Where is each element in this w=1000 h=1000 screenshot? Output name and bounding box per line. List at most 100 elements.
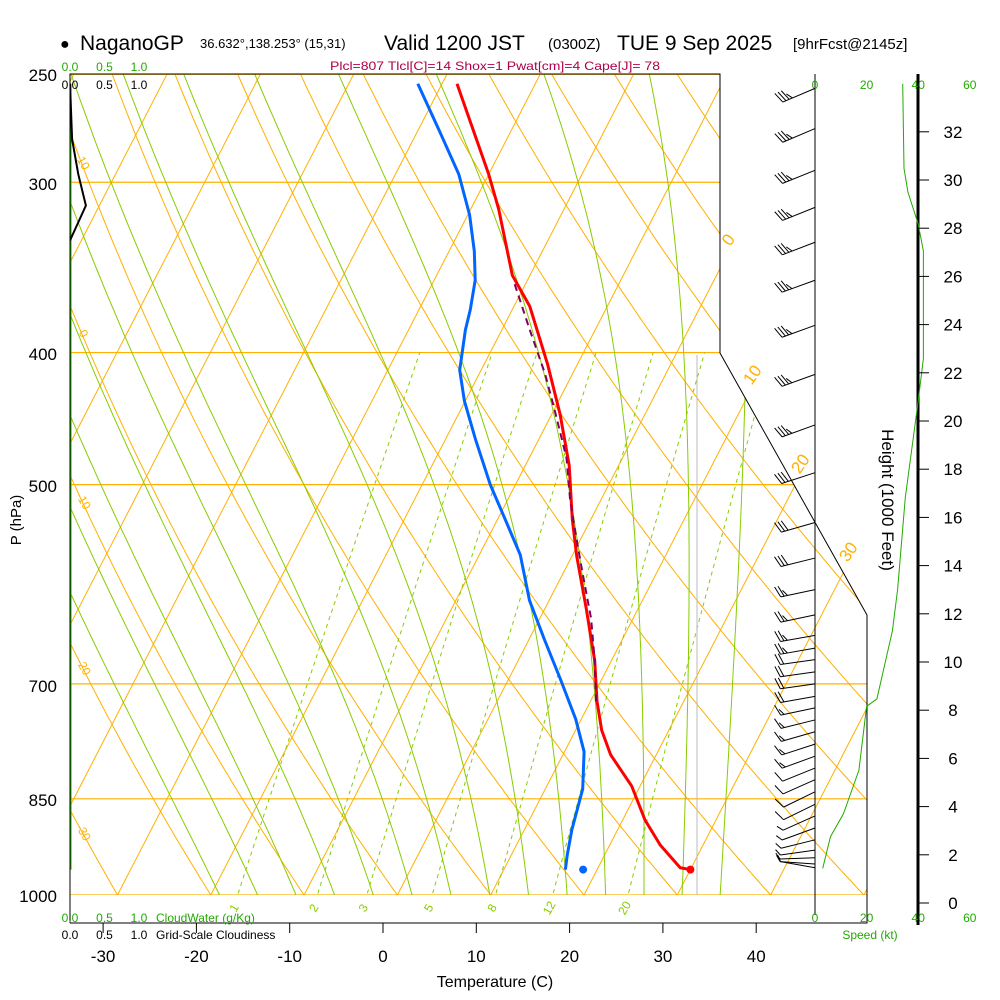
wind-barb-staff <box>783 791 816 808</box>
wind-barb-feather <box>780 208 790 219</box>
wind-barb-feather <box>778 722 785 728</box>
cloudwater-tick-bottom: 1.0 <box>131 911 148 925</box>
wind-barb <box>774 755 816 769</box>
height-axis-title: Height (1000 Feet) <box>878 429 897 571</box>
mixing-ratio-label: 8 <box>484 901 500 914</box>
wind-barb <box>775 852 816 860</box>
wind-barb-feather <box>777 472 786 483</box>
dry-adiabat <box>972 50 1000 924</box>
height-tick-label: 32 <box>944 123 963 142</box>
moist-adiabat <box>327 74 570 895</box>
mixing-ratio-label: 3 <box>356 901 372 914</box>
cloudiness-tick-bottom: 0.5 <box>96 928 113 942</box>
wind-barb-staff <box>782 169 816 184</box>
wind-barb-feather <box>785 283 793 290</box>
wind-barb-feather <box>778 735 786 741</box>
wind-barb-feather <box>774 798 784 808</box>
dry-adiabat <box>164 74 703 895</box>
wind-barb-staff <box>781 731 816 742</box>
dry-adiabat <box>102 74 608 895</box>
wind-barb <box>774 643 816 655</box>
dry-adiabat <box>847 74 867 895</box>
moist-adiabat <box>425 74 607 895</box>
wind-barb-staff <box>781 324 816 338</box>
mixing-ratio-line <box>357 352 538 895</box>
wind-barb-feather <box>777 665 785 677</box>
wind-barb-staff <box>782 87 816 103</box>
temperature-tick-label: 10 <box>467 947 486 966</box>
wind-barb-feather <box>778 709 785 715</box>
x-axis-title: Temperature (C) <box>437 974 553 991</box>
wind-barb-feather <box>780 554 789 566</box>
moist-adiabat <box>70 74 272 895</box>
dry-adiabat <box>599 74 867 895</box>
wind-barb <box>774 691 816 703</box>
mixing-ratio-line <box>544 352 706 895</box>
wind-barb-feather <box>777 643 785 654</box>
wind-barb-feather <box>780 471 789 482</box>
dry-adiabat-label: -20 <box>73 656 94 678</box>
isotherm <box>755 74 867 895</box>
wind-barb-feather <box>786 174 793 180</box>
pressure-tick-label: 500 <box>29 477 57 496</box>
temperature-tick-label: -10 <box>277 947 302 966</box>
background-grid <box>70 50 1000 924</box>
wind-barb <box>774 87 816 103</box>
height-tick-label: 10 <box>944 653 963 672</box>
dry-adiabat <box>70 74 514 895</box>
wind-barbs <box>774 87 816 869</box>
moist-adiabat <box>70 74 309 895</box>
pressure-tick-label: 250 <box>29 66 57 85</box>
cloudwater-title: CloudWater (g/Kg) <box>156 911 255 925</box>
wind-barb-feather <box>775 843 782 849</box>
isotherm <box>70 74 460 895</box>
moist-adiabat <box>114 74 458 895</box>
wind-barb-feather <box>774 174 783 184</box>
wind-barb <box>776 855 816 865</box>
mixing-ratio-label: 2 <box>306 901 322 914</box>
speed-tick-label-bottom: 40 <box>912 911 926 925</box>
wind-barb-staff <box>781 472 816 484</box>
wind-barb-staff <box>780 647 816 655</box>
wind-barb-staff <box>782 767 816 782</box>
wind-barb-feather <box>777 585 785 597</box>
moist-adiabat <box>534 74 645 895</box>
wind-barb <box>774 471 816 484</box>
temperature-tick-label: 40 <box>747 947 766 966</box>
wind-barb <box>774 554 816 568</box>
wind-barb-feather <box>777 210 787 220</box>
wind-barb-feather <box>780 425 790 435</box>
wind-barb-feather <box>776 825 784 831</box>
wind-barb-feather <box>777 677 785 689</box>
dry-adiabat <box>413 74 867 895</box>
wind-barb-feather <box>785 329 793 335</box>
height-tick-label: 14 <box>944 557 963 576</box>
height-tick-label: 2 <box>948 846 957 865</box>
wind-barb-feather <box>777 854 781 862</box>
surface-dewpoint-point <box>579 865 588 874</box>
station-bullet: ● <box>60 36 70 53</box>
wind-barb-feather <box>782 590 788 596</box>
isotherm <box>288 74 740 895</box>
cloudiness-line <box>70 83 87 241</box>
wind-barb-feather <box>782 615 788 622</box>
wind-barb <box>777 854 816 869</box>
mixing-ratio-line <box>620 352 773 895</box>
wind-barb-staff <box>780 589 816 598</box>
wind-barb <box>774 520 816 533</box>
wind-barb-staff <box>780 695 816 703</box>
wind-barb-feather <box>774 631 781 642</box>
plot-border <box>69 73 868 924</box>
pressure-tick-label: 850 <box>29 791 57 810</box>
speed-tick-label-bottom: 20 <box>860 911 874 925</box>
dry-adiabat-label: 10 <box>74 154 93 173</box>
wind-barb-feather <box>780 171 790 182</box>
wind-barb-staff <box>780 683 816 690</box>
isotherm <box>70 74 274 895</box>
wind-barb <box>774 803 816 821</box>
cloudwater-tick-bottom: 0.5 <box>96 911 113 925</box>
surface-temperature-point <box>686 865 695 874</box>
wind-barb <box>774 718 816 729</box>
temperature-tick-label: -30 <box>91 947 116 966</box>
dewpoint-line <box>416 83 586 870</box>
